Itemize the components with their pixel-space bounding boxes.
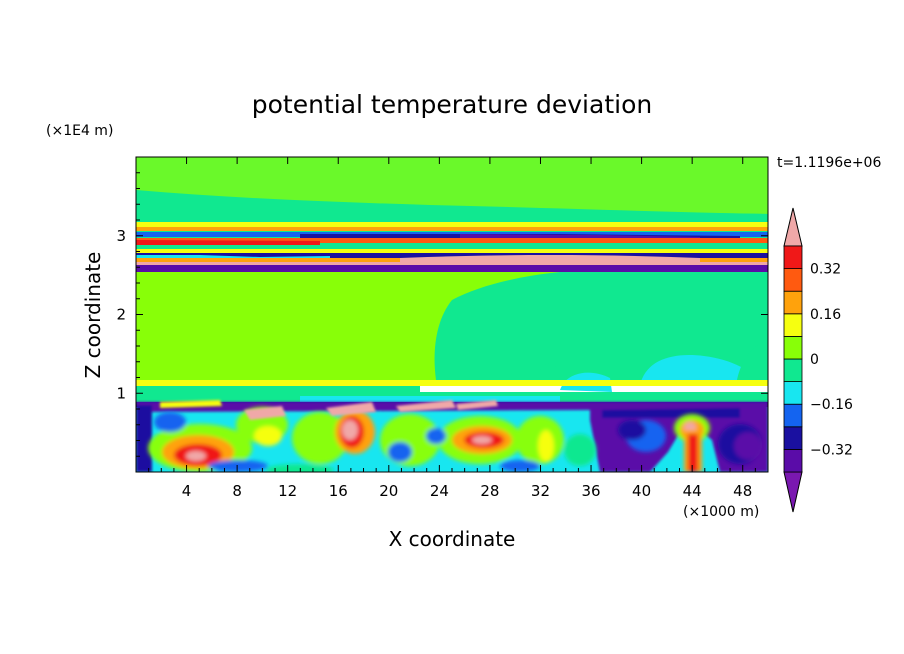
colorbar-swatch [783,268,803,292]
x-tick-label: 24 [430,482,449,500]
colorbar-tick-label: −0.16 [810,397,853,413]
y-tick-label: 3 [116,227,126,245]
y-tick-label: 1 [116,384,126,402]
colorbar-swatch [783,426,803,450]
colorbar-swatch [783,335,803,360]
x-tick-label: 20 [379,482,398,500]
colorbar-over-arrow [783,207,803,247]
colorbar: 0.32 0.16 0 −0.16 −0.32 [783,207,853,513]
colorbar-tick-label: 0 [810,352,819,368]
colorbar-swatch [783,448,803,473]
y-axis: 1 2 3 [116,172,768,457]
x-tick-label: 28 [480,482,499,500]
x-tick-label: 16 [329,482,348,500]
colorbar-swatch [783,245,803,270]
y-unit-label: (×1E4 m) [46,123,113,139]
colorbar-under-arrow [783,471,803,513]
x-unit-label: (×1000 m) [683,504,759,520]
y-tick-label: 2 [116,306,126,324]
x-axis-label: X coordinate [389,527,516,551]
colorbar-swatch [783,290,803,315]
colorbar-tick-label: 0.16 [810,307,841,323]
colorbar-swatch [783,381,803,405]
chart-title: potential temperature deviation [252,90,652,119]
y-axis-label: Z coordinate [81,252,105,379]
x-tick-label: 40 [632,482,651,500]
x-tick-label: 12 [278,482,297,500]
x-tick-label: 44 [683,482,702,500]
colorbar-swatch [783,403,803,428]
x-axis: 4 8 12 16 20 24 28 32 36 40 44 48 [148,157,756,500]
x-tick-label: 8 [232,482,242,500]
contour-field [136,157,768,472]
colorbar-swatch [783,358,803,383]
x-tick-label: 36 [581,482,600,500]
colorbar-tick-label: −0.32 [810,442,853,458]
colorbar-swatch [783,313,803,337]
colorbar-tick-label: 0.32 [810,262,841,278]
x-tick-label: 48 [733,482,752,500]
x-tick-label: 4 [182,482,192,500]
time-label: t=1.1196e+06 [777,155,881,171]
x-tick-label: 32 [531,482,550,500]
